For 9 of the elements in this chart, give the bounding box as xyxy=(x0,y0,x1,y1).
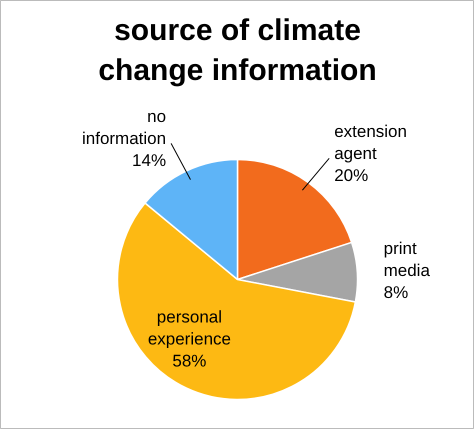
slice-label: print media xyxy=(384,238,430,280)
data-label: 58% xyxy=(172,352,206,371)
slice-label: extension agent xyxy=(334,122,407,163)
chart-title: source of climate change information xyxy=(98,14,377,87)
slice-label: personal experience xyxy=(148,308,231,349)
data-label: 14% xyxy=(132,150,166,170)
slice-label: no information xyxy=(82,106,166,148)
data-label: 20% xyxy=(334,166,368,185)
data-label: 8% xyxy=(384,282,408,302)
